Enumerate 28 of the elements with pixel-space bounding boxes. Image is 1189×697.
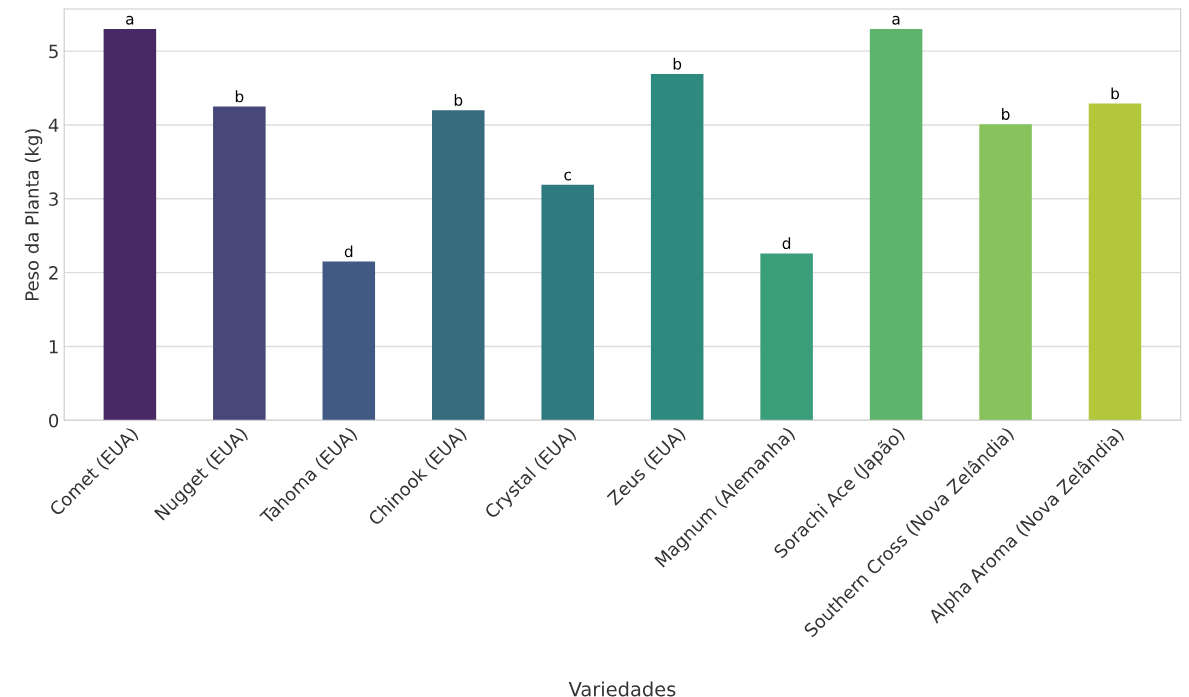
annotation: b: [1111, 87, 1120, 100]
y-tick-label: 4: [48, 118, 59, 132]
y-axis-title: Peso da Planta (kg): [24, 129, 43, 300]
y-tick-label: 1: [49, 340, 58, 354]
y-tick-label: 2: [49, 266, 58, 280]
annotation: b: [235, 90, 244, 103]
annotation: b: [673, 57, 682, 70]
x-axis-title: Variedades: [568, 681, 676, 697]
y-tick-label: 0: [49, 413, 59, 428]
bar: [869, 28, 923, 421]
bar: [760, 253, 813, 421]
y-tick-label: 5: [49, 44, 58, 59]
annotation: b: [454, 94, 463, 106]
bar: [541, 184, 594, 421]
annotation: d: [782, 237, 791, 250]
annotation: c: [564, 171, 571, 181]
annotation: a: [892, 15, 900, 25]
y-tick-label: 3: [49, 192, 58, 206]
bar: [431, 110, 485, 421]
bar: [322, 261, 376, 421]
bar: [1088, 103, 1142, 421]
annotation: a: [126, 15, 134, 25]
bar: [213, 106, 266, 421]
bar: [103, 28, 157, 421]
bar: [979, 124, 1032, 421]
annotation: d: [344, 245, 353, 258]
annotation: b: [1002, 108, 1010, 120]
bar: [650, 74, 704, 421]
